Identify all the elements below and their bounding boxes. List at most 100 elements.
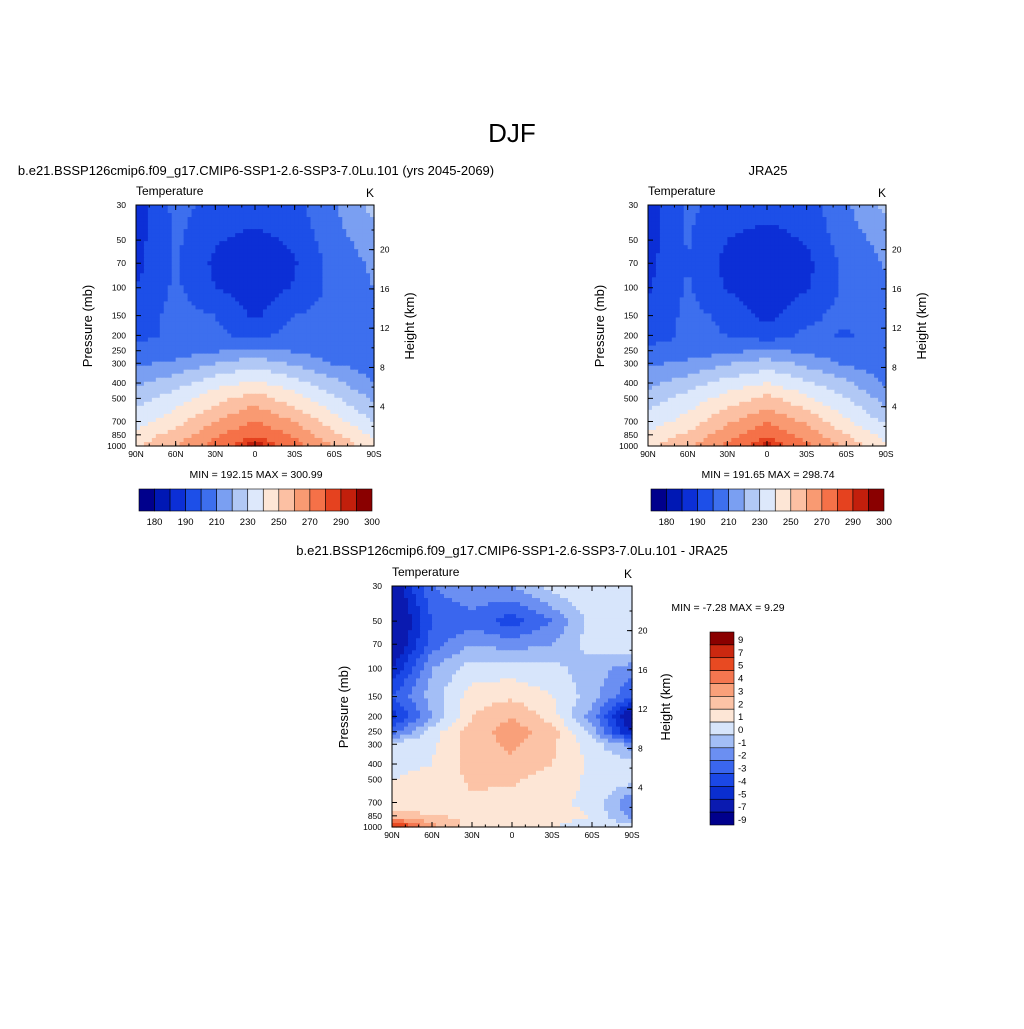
contour-cell bbox=[271, 253, 276, 258]
contour-cell bbox=[326, 430, 331, 435]
contour-cell bbox=[152, 394, 157, 399]
contour-cell bbox=[271, 414, 276, 419]
contour-cell bbox=[211, 410, 216, 415]
contour-cell bbox=[235, 309, 240, 314]
contour-cell bbox=[223, 426, 228, 431]
contour-cell bbox=[160, 342, 165, 347]
contour-cell bbox=[184, 338, 189, 343]
contour-cell bbox=[148, 358, 153, 363]
contour-cell bbox=[295, 346, 300, 351]
contour-cell bbox=[715, 277, 720, 282]
contour-cell bbox=[172, 273, 177, 278]
contour-cell bbox=[247, 229, 252, 234]
contour-cell bbox=[251, 330, 256, 335]
contour-cell bbox=[267, 354, 272, 359]
contour-cell bbox=[727, 237, 732, 242]
contour-cell bbox=[188, 293, 193, 298]
contour-cell bbox=[207, 209, 212, 214]
contour-cell bbox=[727, 229, 732, 234]
contour-cell bbox=[771, 253, 776, 258]
contour-cell bbox=[318, 237, 323, 242]
contour-cell bbox=[315, 438, 320, 443]
contour-cell bbox=[239, 261, 244, 266]
contour-cell bbox=[231, 358, 236, 363]
contour-cell bbox=[283, 362, 288, 367]
contour-cell bbox=[203, 321, 208, 326]
contour-cell bbox=[338, 438, 343, 443]
contour-cell bbox=[783, 217, 788, 222]
contour-cell bbox=[354, 277, 359, 282]
contour-cell bbox=[199, 281, 204, 286]
contour-cell bbox=[330, 217, 335, 222]
contour-cell bbox=[144, 354, 149, 359]
contour-cell bbox=[815, 245, 820, 250]
contour-cell bbox=[263, 309, 268, 314]
contour-cell bbox=[247, 398, 252, 403]
contour-cell bbox=[747, 253, 752, 258]
contour-cell bbox=[160, 301, 165, 306]
contour-cell bbox=[255, 321, 260, 326]
contour-cell bbox=[164, 362, 169, 367]
contour-cell bbox=[160, 245, 165, 250]
contour-cell bbox=[211, 229, 216, 234]
contour-cell bbox=[318, 313, 323, 318]
contour-cell bbox=[148, 426, 153, 431]
contour-cell bbox=[850, 213, 855, 218]
contour-cell bbox=[207, 233, 212, 238]
contour-cell bbox=[164, 245, 169, 250]
contour-cell bbox=[299, 249, 304, 254]
contour-cell bbox=[247, 410, 252, 415]
contour-cell bbox=[763, 277, 768, 282]
contour-cell bbox=[164, 358, 169, 363]
contour-cell bbox=[231, 394, 236, 399]
contour-cell bbox=[172, 257, 177, 262]
contour-cell bbox=[346, 277, 351, 282]
contour-cell bbox=[315, 237, 320, 242]
contour-cell bbox=[763, 217, 768, 222]
contour-cell bbox=[235, 265, 240, 270]
contour-cell bbox=[227, 217, 232, 222]
contour-cell bbox=[366, 217, 371, 222]
contour-cell bbox=[275, 293, 280, 298]
contour-cell bbox=[227, 213, 232, 218]
contour-cell bbox=[315, 261, 320, 266]
contour-cell bbox=[318, 342, 323, 347]
contour-cell bbox=[148, 342, 153, 347]
contour-cell bbox=[842, 265, 847, 270]
contour-cell bbox=[664, 245, 669, 250]
contour-cell bbox=[247, 342, 252, 347]
contour-cell bbox=[235, 233, 240, 238]
contour-cell bbox=[303, 321, 308, 326]
contour-cell bbox=[350, 233, 355, 238]
contour-cell bbox=[318, 362, 323, 367]
contour-cell bbox=[263, 438, 268, 443]
contour-cell bbox=[322, 281, 327, 286]
contour-cell bbox=[192, 285, 197, 290]
contour-cell bbox=[668, 261, 673, 266]
contour-cell bbox=[263, 414, 268, 419]
contour-cell bbox=[307, 257, 312, 262]
contour-cell bbox=[295, 225, 300, 230]
contour-cell bbox=[263, 422, 268, 427]
contour-cell bbox=[354, 313, 359, 318]
contour-cell bbox=[684, 245, 689, 250]
contour-cell bbox=[874, 221, 879, 226]
contour-cell bbox=[176, 410, 181, 415]
contour-cell bbox=[338, 277, 343, 282]
contour-cell bbox=[231, 434, 236, 439]
contour-cell bbox=[160, 297, 165, 302]
contour-cell bbox=[787, 225, 792, 230]
contour-cell bbox=[680, 253, 685, 258]
contour-cell bbox=[346, 249, 351, 254]
contour-cell bbox=[231, 382, 236, 387]
contour-cell bbox=[791, 261, 796, 266]
contour-cell bbox=[188, 221, 193, 226]
contour-cell bbox=[219, 261, 224, 266]
contour-cell bbox=[322, 366, 327, 371]
contour-cell bbox=[144, 366, 149, 371]
contour-cell bbox=[858, 281, 863, 286]
contour-cell bbox=[136, 321, 141, 326]
contour-cell bbox=[303, 422, 308, 427]
contour-cell bbox=[318, 305, 323, 310]
contour-cell bbox=[791, 209, 796, 214]
